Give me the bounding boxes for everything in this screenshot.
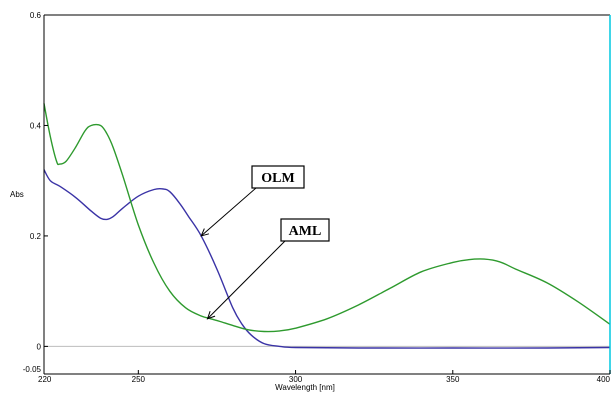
annotation-aml: AML (206, 218, 330, 320)
y-tick-label: -0.05 (23, 365, 42, 374)
series-line-green (43, 103, 611, 333)
y-tick-label: 0.2 (30, 232, 42, 241)
x-tick-label: 400 (597, 375, 611, 384)
annotation-arrow (207, 240, 286, 320)
annotation-label: AML (289, 224, 322, 239)
annotation-box (251, 165, 305, 189)
x-tick-label: 350 (446, 375, 460, 384)
x-tick-label: 220 (38, 375, 52, 384)
annotation-arrowhead (206, 311, 216, 320)
series-line-blue (43, 169, 611, 349)
y-tick-label: 0 (37, 342, 42, 351)
x-tick-label: 300 (289, 375, 303, 384)
annotation-label: OLM (261, 171, 294, 186)
annotation-arrowhead (200, 228, 210, 237)
y-tick-label: 0.6 (30, 11, 42, 20)
plot-area (44, 15, 610, 341)
annotation-box (280, 218, 330, 242)
annotation-arrow (200, 187, 257, 237)
x-axis-title: Wavelength [nm] (275, 383, 335, 392)
y-tick-label: 0.4 (30, 121, 42, 130)
y-axis-title: Abs (10, 190, 24, 199)
x-tick-label: 250 (132, 375, 146, 384)
annotation-olm: OLM (200, 165, 305, 237)
